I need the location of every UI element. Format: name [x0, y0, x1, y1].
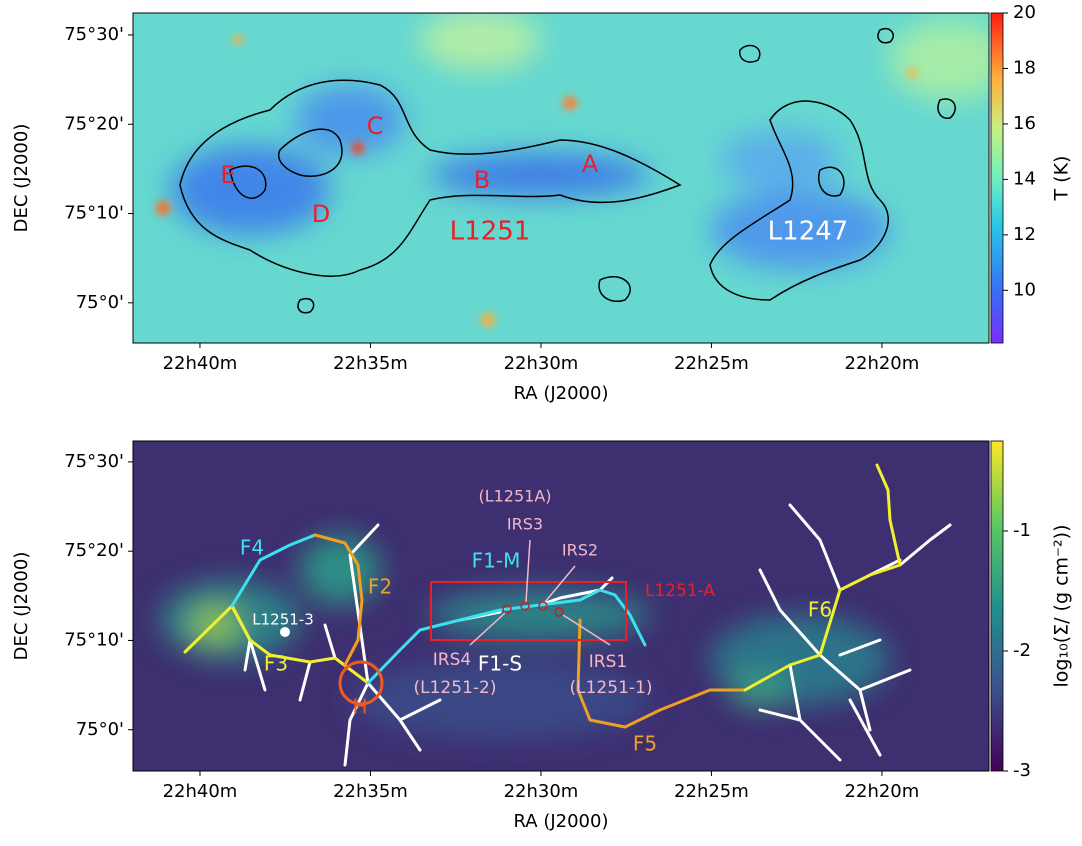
annotation: L1251-A — [645, 581, 715, 601]
x-tick-label: 22h40m — [163, 353, 238, 374]
annotation: F3 — [264, 652, 288, 676]
colorbar-tick-label: 12 — [1013, 224, 1036, 245]
x-tick-label: 22h40m — [163, 781, 238, 802]
annotation: H — [352, 695, 367, 719]
annotation: E — [220, 161, 235, 189]
x-tick-label: 22h30m — [504, 353, 579, 374]
annotation: F1-S — [478, 652, 522, 676]
annotation: IRS2 — [562, 541, 598, 560]
annotation: A — [582, 150, 599, 178]
annotation: (L1251-1) — [570, 678, 653, 698]
y-tick-label: 75°30' — [64, 451, 124, 472]
colorbar-tick-label: -3 — [1013, 760, 1031, 781]
y-tick-label: 75°0' — [76, 292, 124, 313]
y-tick-label: 75°0' — [76, 719, 124, 740]
annotation: F2 — [368, 575, 392, 599]
y-tick-label: 75°10' — [64, 203, 124, 224]
figure: 22h40m 22h35m 22h30m 22h25m 22h20m 75°30' 75°2… — [0, 0, 1082, 842]
x-tick-label: 22h35m — [333, 781, 408, 802]
annotation: F6 — [808, 598, 832, 622]
annotation: IRS3 — [507, 515, 543, 534]
annotation: C — [367, 112, 384, 140]
colorbar-label: log₁₀(Σ/ (g cm⁻²)) — [1051, 525, 1073, 688]
x-axis-label: RA (J2000) — [514, 811, 609, 832]
annotation: IRS4 — [433, 650, 471, 670]
annotation: L1247 — [768, 217, 849, 247]
colorbar-label: T (K) — [1051, 156, 1073, 202]
annotation: F1-M — [472, 549, 521, 573]
column-density-map — [133, 441, 989, 771]
y-axis-label: DEC (J2000) — [11, 552, 32, 661]
y-tick-label: 75°20' — [64, 113, 124, 134]
y-tick-label: 75°10' — [64, 629, 124, 650]
x-tick-label: 22h30m — [504, 781, 579, 802]
annotation: IRS1 — [589, 652, 627, 672]
annotation: (L1251-2) — [414, 678, 497, 698]
annotation: L1251 — [450, 217, 531, 247]
annotation: B — [474, 166, 490, 194]
colorbar — [991, 441, 1003, 771]
x-axis-label: RA (J2000) — [514, 383, 609, 404]
temperature-map — [133, 10, 1010, 343]
annotation: F4 — [240, 536, 264, 560]
colorbar-tick-label: 18 — [1013, 57, 1036, 78]
annotation: (L1251A) — [478, 487, 551, 506]
x-tick-label: 22h25m — [674, 353, 749, 374]
colorbar — [991, 13, 1003, 343]
colorbar-tick-label: 10 — [1013, 279, 1036, 300]
x-tick-label: 22h35m — [333, 353, 408, 374]
colorbar-tick-label: -1 — [1013, 520, 1031, 541]
x-tick-label: 22h25m — [674, 781, 749, 802]
y-axis-label: DEC (J2000) — [11, 124, 32, 233]
colorbar-tick-label: 20 — [1013, 2, 1036, 23]
colorbar-tick-label: 16 — [1013, 113, 1036, 134]
annotation: L1251-3 — [252, 611, 314, 629]
annotation: F5 — [633, 732, 657, 756]
x-tick-label: 22h20m — [845, 781, 920, 802]
y-tick-label: 75°30' — [64, 24, 124, 45]
colorbar-tick-label: 14 — [1013, 168, 1036, 189]
annotation: D — [312, 200, 330, 228]
colorbar-tick-label: -2 — [1013, 640, 1031, 661]
y-tick-label: 75°20' — [64, 540, 124, 561]
x-tick-label: 22h20m — [845, 353, 920, 374]
